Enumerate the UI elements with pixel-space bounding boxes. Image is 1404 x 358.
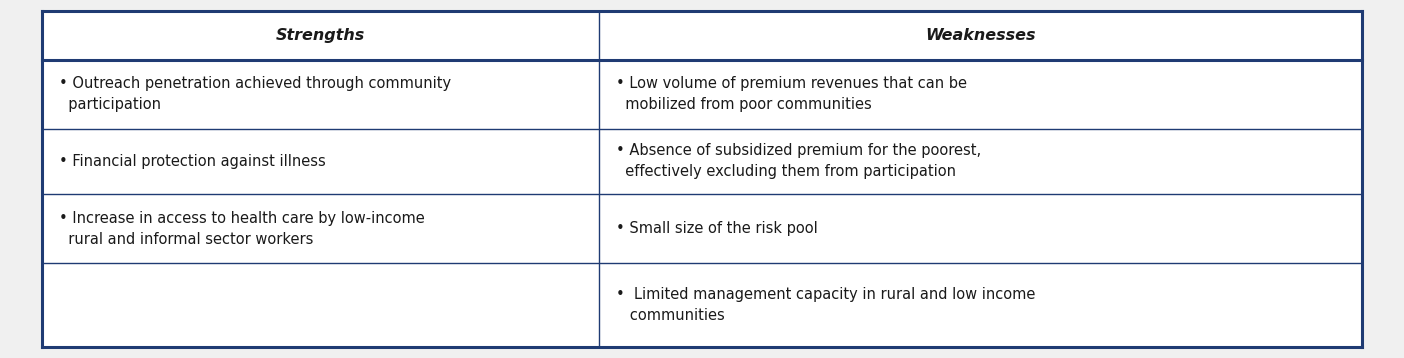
Text: • Financial protection against illness: • Financial protection against illness: [59, 154, 326, 169]
Text: Weaknesses: Weaknesses: [925, 28, 1036, 43]
Text: • Increase in access to health care by low-income
  rural and informal sector wo: • Increase in access to health care by l…: [59, 211, 425, 247]
Text: • Outreach penetration achieved through community
  participation: • Outreach penetration achieved through …: [59, 76, 451, 112]
Text: • Absence of subsidized premium for the poorest,
  effectively excluding them fr: • Absence of subsidized premium for the …: [616, 143, 981, 179]
Text: • Small size of the risk pool: • Small size of the risk pool: [616, 221, 817, 236]
Text: • Low volume of premium revenues that can be
  mobilized from poor communities: • Low volume of premium revenues that ca…: [616, 76, 967, 112]
Text: •  Limited management capacity in rural and low income
   communities: • Limited management capacity in rural a…: [616, 287, 1035, 323]
Text: Strengths: Strengths: [277, 28, 365, 43]
